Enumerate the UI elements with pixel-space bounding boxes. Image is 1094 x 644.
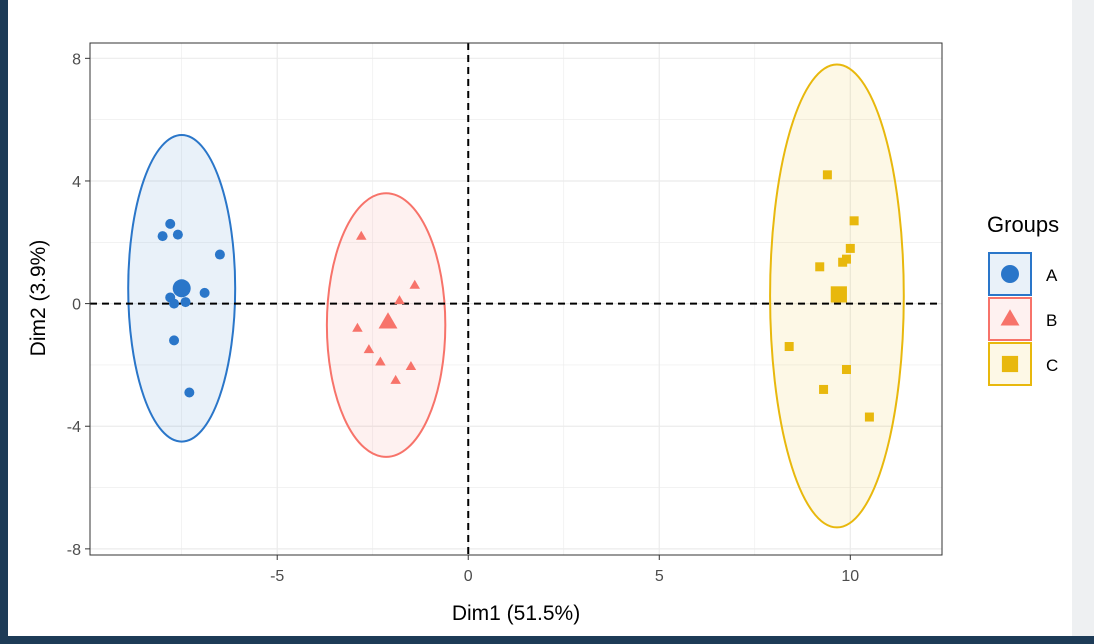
point-group-B bbox=[409, 279, 421, 289]
centroid-group-C bbox=[830, 286, 847, 303]
point-group-A bbox=[214, 249, 225, 260]
y-axis-title: Dim2 (3.9%) bbox=[27, 240, 50, 357]
legend-marker-B bbox=[1000, 309, 1020, 326]
point-group-A bbox=[199, 287, 210, 298]
centroid-group-B bbox=[378, 312, 398, 329]
y-tick-label: -8 bbox=[67, 542, 81, 559]
point-group-B bbox=[375, 356, 386, 366]
point-group-B bbox=[363, 344, 375, 354]
x-tick-label: -5 bbox=[270, 568, 284, 585]
point-group-C bbox=[841, 365, 851, 375]
y-tick-label: 4 bbox=[72, 174, 81, 191]
confidence-ellipses bbox=[127, 63, 905, 529]
y-tick-label: 8 bbox=[72, 51, 81, 68]
legend-label-B: B bbox=[1046, 311, 1057, 330]
point-group-C bbox=[822, 170, 832, 180]
legend-label-C: C bbox=[1046, 356, 1058, 375]
point-group-C bbox=[845, 243, 855, 253]
data-points bbox=[157, 170, 874, 422]
legend-marker-A bbox=[1001, 265, 1019, 283]
point-group-C bbox=[838, 257, 848, 267]
point-group-A bbox=[172, 229, 183, 240]
legend-marker-C bbox=[1001, 355, 1019, 373]
legend: Groups A B C bbox=[987, 212, 1059, 386]
point-group-B bbox=[390, 374, 401, 384]
x-tick-label: 10 bbox=[841, 568, 859, 585]
point-group-B bbox=[352, 322, 363, 332]
window-edge-bottom bbox=[0, 636, 1094, 644]
x-tick-label: 5 bbox=[655, 568, 664, 585]
legend-title: Groups bbox=[987, 212, 1059, 237]
point-group-A bbox=[169, 298, 180, 309]
y-tick-label: 0 bbox=[72, 297, 81, 314]
point-group-C bbox=[819, 384, 829, 394]
point-group-A bbox=[184, 387, 195, 398]
centroid-group-A bbox=[172, 279, 191, 298]
point-group-C bbox=[849, 216, 859, 226]
point-group-C bbox=[864, 412, 874, 422]
point-group-B bbox=[356, 230, 367, 240]
point-group-B bbox=[405, 361, 417, 371]
plot-panel bbox=[8, 0, 1072, 636]
window-edge bbox=[1072, 0, 1094, 644]
point-group-B bbox=[394, 295, 405, 305]
point-group-A bbox=[180, 297, 191, 308]
x-axis-title: Dim1 (51.5%) bbox=[452, 602, 580, 625]
point-group-C bbox=[815, 262, 825, 272]
axes: -5 0 5 10 -8 -4 0 4 8 bbox=[67, 51, 860, 585]
point-group-C bbox=[784, 342, 794, 352]
y-tick-label: -4 bbox=[67, 419, 81, 436]
point-group-A bbox=[165, 218, 176, 229]
x-tick-label: 0 bbox=[464, 568, 473, 585]
point-group-A bbox=[157, 231, 168, 242]
plot-border bbox=[89, 42, 943, 556]
legend-label-A: A bbox=[1046, 266, 1058, 285]
reference-lines bbox=[90, 43, 942, 555]
point-group-A bbox=[169, 335, 180, 346]
